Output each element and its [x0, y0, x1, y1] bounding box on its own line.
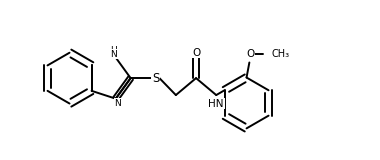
Text: O: O [192, 48, 200, 58]
Text: N: N [114, 99, 121, 108]
Text: N: N [111, 50, 117, 59]
Text: O: O [246, 49, 255, 60]
Text: S: S [152, 72, 159, 85]
Text: CH₃: CH₃ [271, 49, 289, 60]
Text: HN: HN [209, 99, 224, 109]
Text: H: H [111, 46, 117, 56]
